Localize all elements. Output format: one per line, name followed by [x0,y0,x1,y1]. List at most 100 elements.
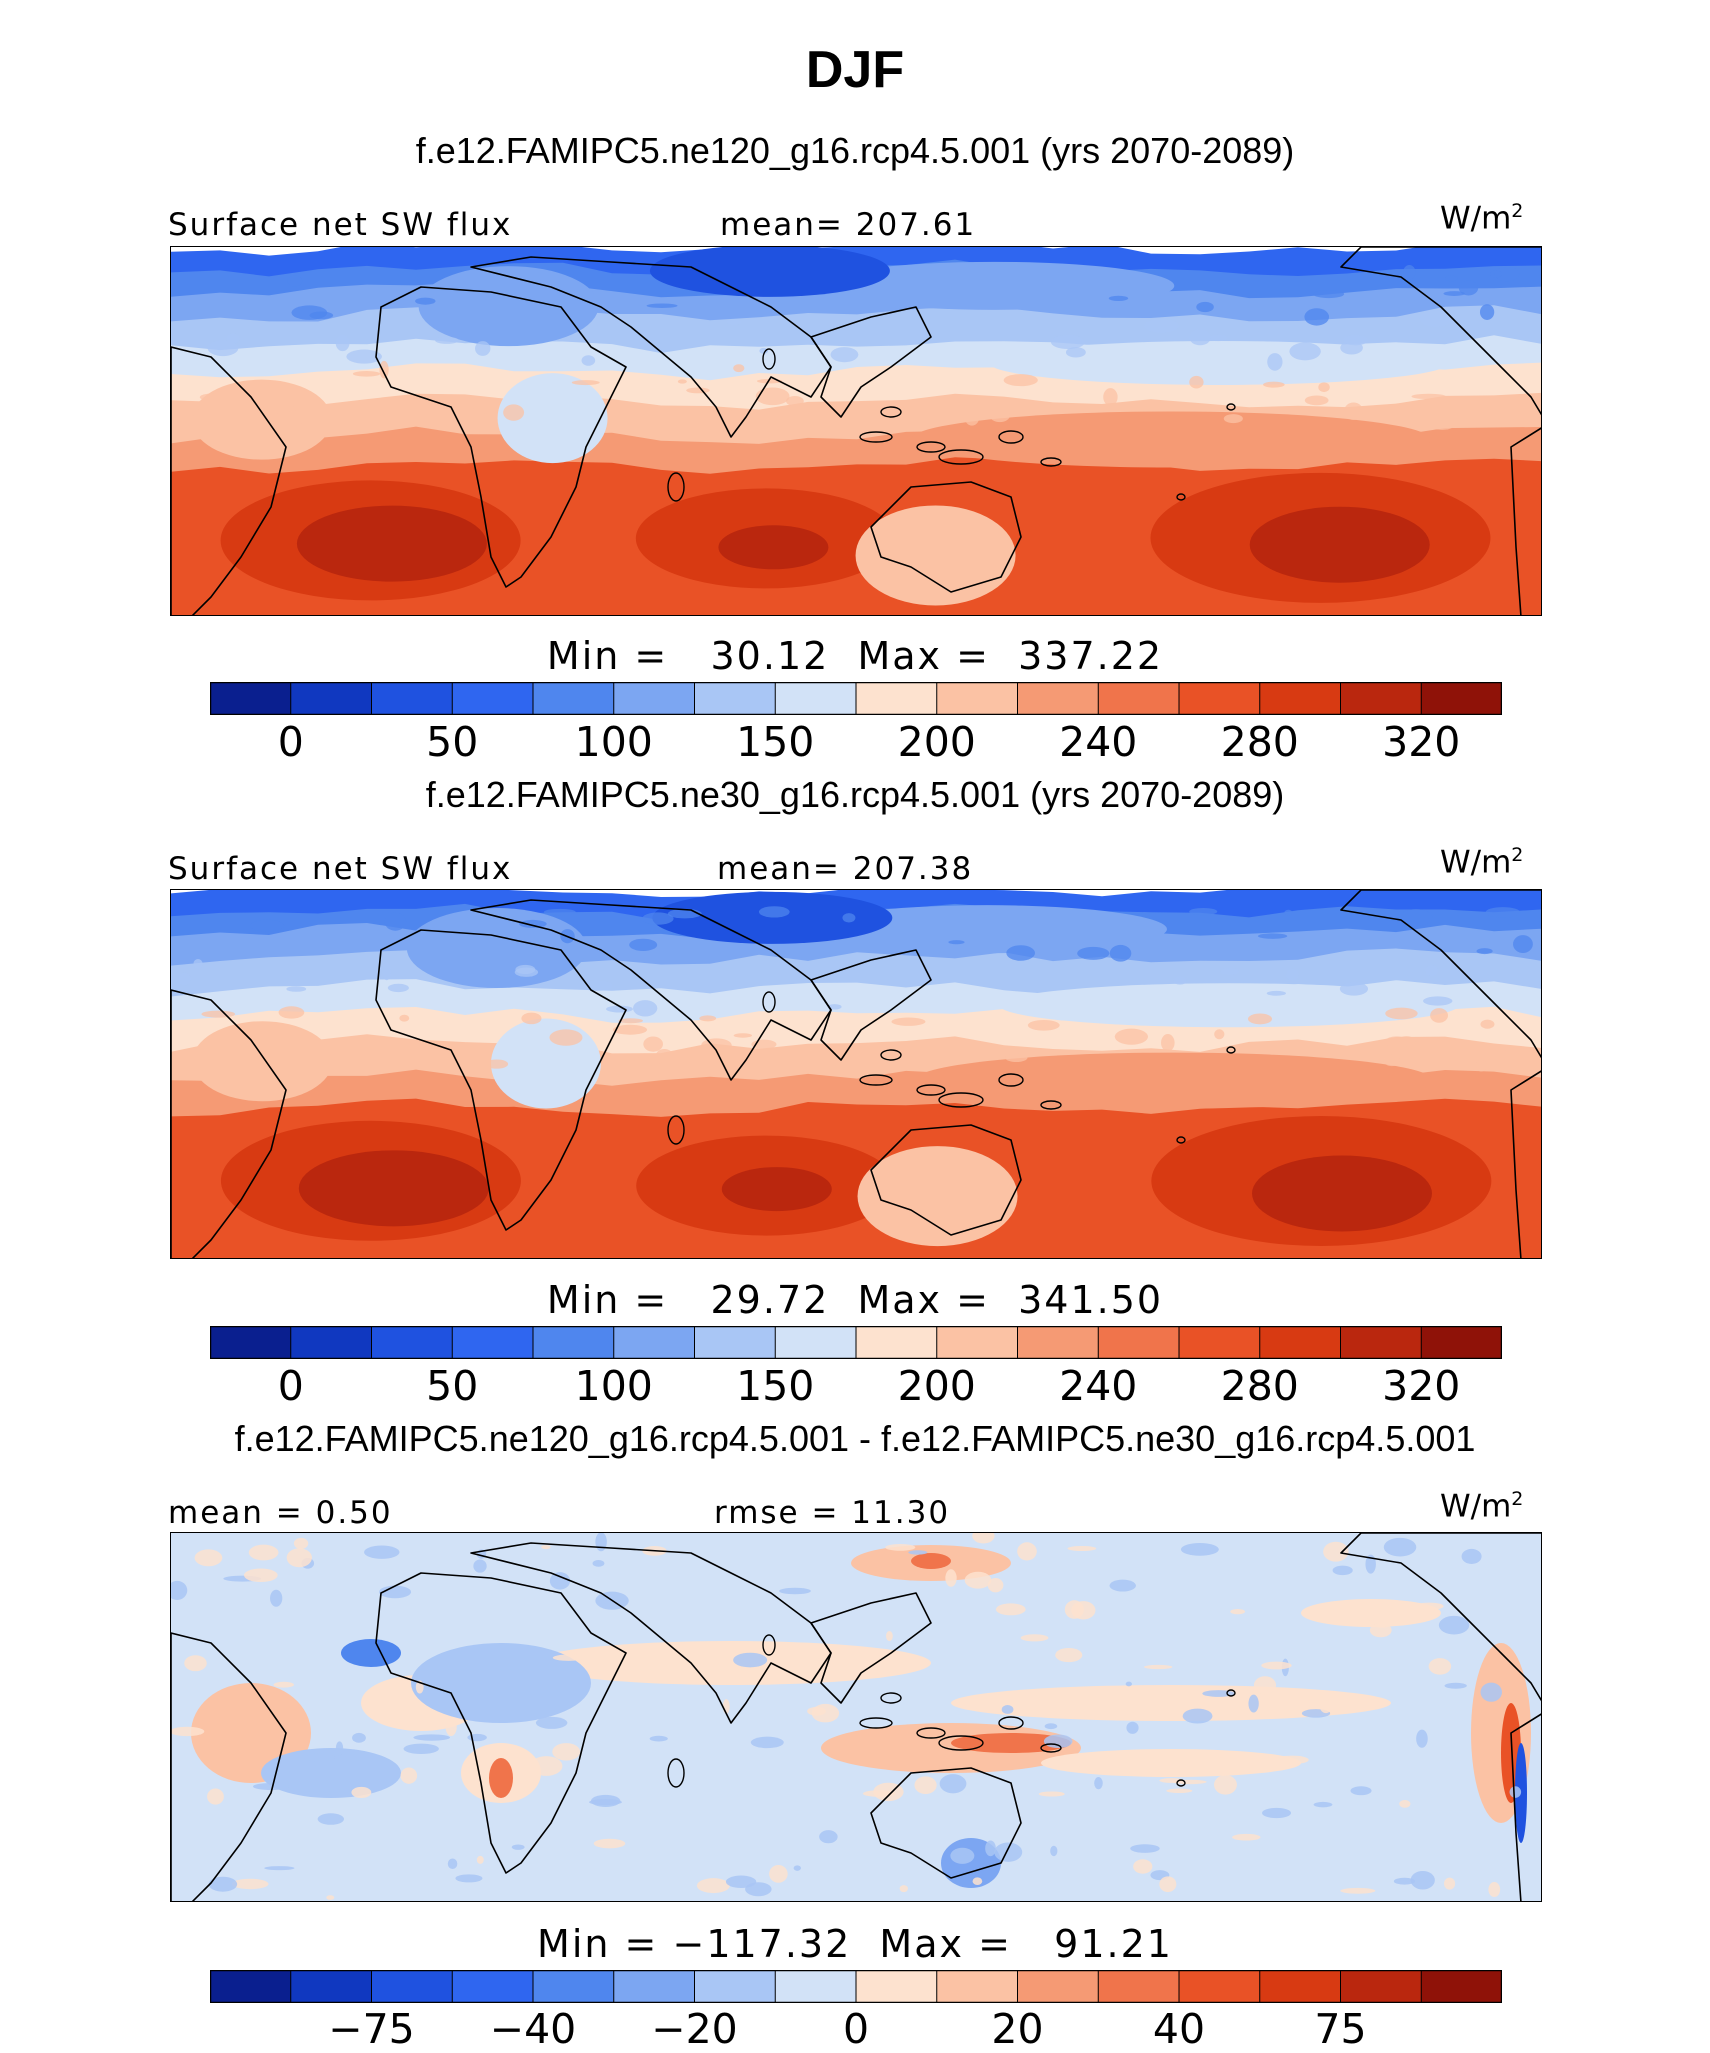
panel-1-min-max: Min = 30.12 Max = 337.22 [546,634,1164,678]
coastline [1340,247,1541,416]
colorbar-swatch [1340,1326,1423,1359]
colorbar-swatch [1178,1970,1261,2003]
colorbar-swatch [532,682,615,715]
colorbar-swatch [371,1326,454,1359]
colorbar-swatch [451,1326,534,1359]
panel-3-colorbar [210,1970,1502,2003]
coastline [1340,1533,1541,1702]
panel-1-case-title: f.e12.FAMIPC5.ne120_g16.rcp4.5.001 (yrs … [415,130,1295,171]
panel-2-colorbar-labels: 0 50 100 150 200 240 280 320 [210,1362,1502,1410]
panel-3-colorbar-labels: −75 −40 −20 0 20 40 75 [210,2005,1502,2053]
panel-2-field-plot [171,890,1541,1258]
coastline [870,481,1022,593]
panel-3-rmse-label: rmse = 11.30 [714,1495,951,1531]
colorbar-swatch [1097,1970,1180,2003]
colorbar-tick-label: 320 [1382,1362,1461,1410]
colorbar-swatch [613,682,696,715]
coastline [1510,427,1541,615]
coastline [171,989,287,1258]
colorbar-tick-label: 200 [897,718,976,766]
colorbar-swatch [210,1326,292,1359]
colorbar-swatch [532,1970,615,2003]
colorbar-tick-label: 0 [277,718,304,766]
coastline [470,899,832,1081]
colorbar-swatch [936,682,1019,715]
colorbar-swatch [694,682,777,715]
colorbar-swatch [210,682,292,715]
colorbar-swatch [1420,1326,1502,1359]
colorbar-swatch [1178,1326,1261,1359]
colorbar-tick-label: 0 [842,2005,870,2053]
colorbar-tick-label: 50 [426,718,479,766]
panel-2-units: W/m2 [1440,844,1524,881]
panel-2-colorbar [210,1326,1502,1359]
colorbar-swatch [371,1970,454,2003]
panel-3-mean-label: mean = 0.50 [168,1495,393,1531]
coastline [870,1767,1022,1879]
colorbar-swatch [371,682,454,715]
colorbar-tick-label: 50 [426,1362,479,1410]
panel-3-case-title: f.e12.FAMIPC5.ne120_g16.rcp4.5.001 - f.e… [234,1418,1476,1459]
panel-2-min-max: Min = 29.72 Max = 341.50 [546,1278,1164,1322]
coastline [375,1572,627,1874]
colorbar-swatch [1259,682,1342,715]
panel-1-units: W/m2 [1440,200,1524,237]
panel-1-field-plot [171,247,1541,615]
colorbar-swatch [451,682,534,715]
coastline [470,1542,832,1724]
colorbar-swatch [1340,1970,1423,2003]
colorbar-tick-label: 150 [736,1362,815,1410]
coastline [810,1592,932,1704]
colorbar-tick-label: 200 [897,1362,976,1410]
coastline [1510,1713,1541,1901]
colorbar-swatch [290,682,373,715]
coastline [810,306,932,418]
colorbar-tick-label: 240 [1059,718,1138,766]
colorbar-swatch [1340,682,1423,715]
coastline [810,949,932,1061]
coastline [171,346,287,615]
panel-2-map [170,889,1542,1259]
colorbar-swatch [532,1326,615,1359]
panel-1-variable-label: Surface net SW flux [168,207,513,243]
colorbar-swatch [290,1326,373,1359]
colorbar-swatch [936,1326,1019,1359]
colorbar-swatch [451,1970,534,2003]
panel-1-colorbar [210,682,1502,715]
colorbar-swatch [1097,682,1180,715]
colorbar-tick-label: −20 [651,2005,738,2053]
colorbar-tick-label: 0 [277,1362,304,1410]
colorbar-tick-label: 240 [1059,1362,1138,1410]
colorbar-swatch [855,682,938,715]
panel-3-units: W/m2 [1440,1488,1524,1525]
colorbar-tick-label: 320 [1382,718,1461,766]
colorbar-swatch [694,1970,777,2003]
colorbar-swatch [1097,1326,1180,1359]
coastline [375,286,627,588]
colorbar-swatch [613,1326,696,1359]
panel-2-variable-label: Surface net SW flux [168,851,513,887]
colorbar-swatch [855,1970,938,2003]
coastline [171,1632,287,1901]
panel-2-mean-label: mean= 207.38 [717,851,974,887]
colorbar-swatch [210,1970,292,2003]
coastline [375,929,627,1231]
colorbar-swatch [1017,682,1100,715]
colorbar-swatch [1420,1970,1502,2003]
coastline [1340,890,1541,1059]
coastline [870,1124,1022,1236]
colorbar-tick-label: 150 [736,718,815,766]
colorbar-tick-label: −75 [328,2005,415,2053]
colorbar-tick-label: 280 [1220,1362,1299,1410]
panel-2-case-title: f.e12.FAMIPC5.ne30_g16.rcp4.5.001 (yrs 2… [425,774,1285,815]
colorbar-swatch [774,1970,857,2003]
colorbar-swatch [1017,1326,1100,1359]
colorbar-swatch [1259,1970,1342,2003]
panel-1-map [170,246,1542,616]
colorbar-swatch [774,682,857,715]
colorbar-swatch [694,1326,777,1359]
colorbar-swatch [1017,1970,1100,2003]
colorbar-tick-label: 280 [1220,718,1299,766]
colorbar-swatch [1178,682,1261,715]
colorbar-tick-label: 20 [991,2005,1044,2053]
